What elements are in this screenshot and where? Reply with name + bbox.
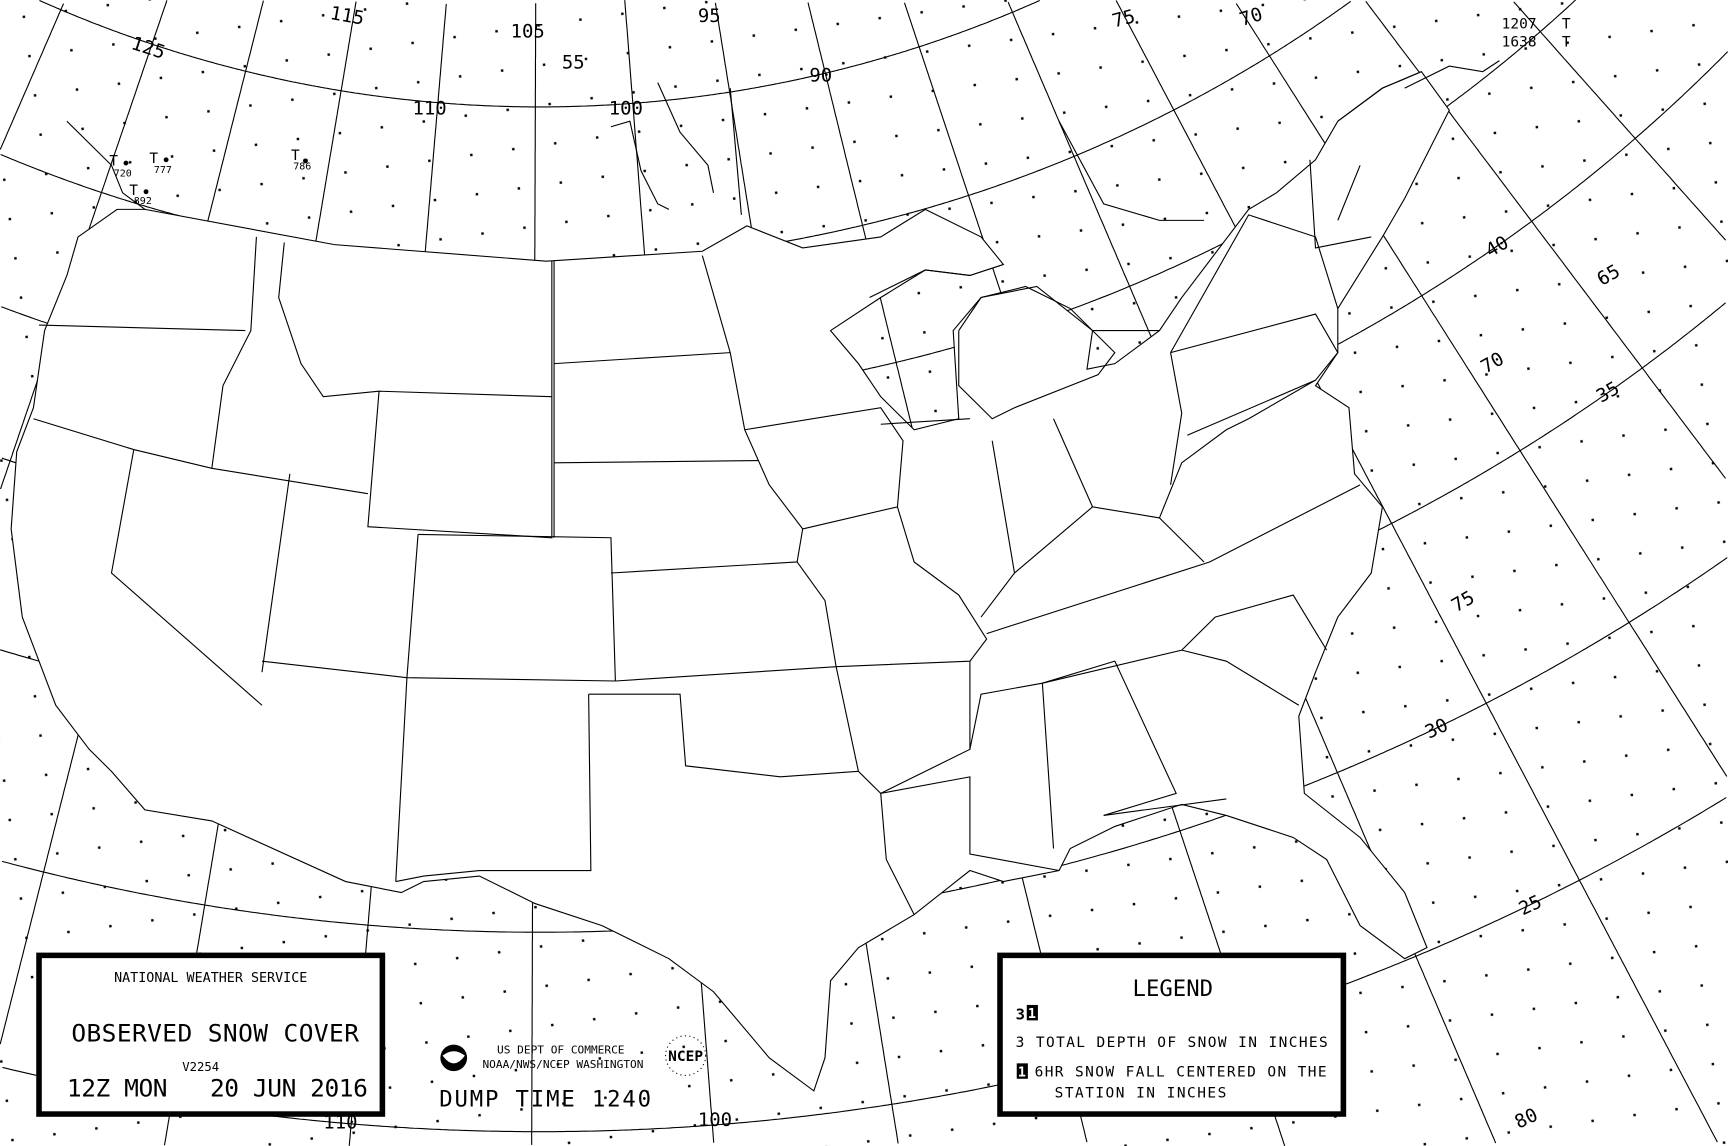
station-reports: T 720 T 777 T 892 T 786 1207 T 1638 T	[109, 17, 1571, 207]
meridian-label: 110	[412, 99, 446, 120]
corner-report-id: 1638	[1502, 34, 1537, 50]
corner-report-id: 1207	[1502, 17, 1537, 33]
svg-text:720: 720	[114, 168, 132, 179]
meridian-label: 100	[609, 99, 643, 120]
dept-commerce: US DEPT OF COMMERCE	[497, 1043, 624, 1056]
parallel-label: 55	[562, 52, 585, 73]
state-boundaries	[33, 71, 1422, 915]
meridian-line	[0, 3, 65, 150]
legend-sample-fall: 1	[1028, 1007, 1036, 1022]
station-marker: T 777	[149, 151, 172, 176]
noaa-logo	[440, 1044, 468, 1072]
meridian-label: 90	[809, 66, 832, 87]
canada-coastline	[66, 60, 1500, 221]
legend-fall-desc-2: STATION IN INCHES	[1055, 1086, 1227, 1102]
version-label: V2254	[182, 1060, 219, 1074]
svg-text:777: 777	[154, 165, 172, 176]
valid-time: 12Z MON 20 JUN 2016	[67, 1074, 368, 1103]
meridian-label: 110	[323, 1112, 357, 1133]
us-land-outline	[10, 70, 1450, 1092]
agency-name: NATIONAL WEATHER SERVICE	[114, 971, 307, 986]
ncep-logo: NCEP	[668, 1049, 703, 1065]
legend-title: LEGEND	[1133, 976, 1214, 1002]
meridian-label: 105	[511, 22, 545, 43]
svg-text:T: T	[109, 153, 118, 169]
meridian-line	[1115, 0, 1718, 1143]
station-marker: T 786	[291, 148, 311, 173]
corner-report-symbol: T	[1562, 34, 1571, 50]
legend-fall-desc-1: 6HR SNOW FALL CENTERED ON THE	[1035, 1065, 1327, 1081]
svg-text:786: 786	[293, 162, 311, 173]
meridian-label: 95	[698, 6, 721, 27]
meridian-label: 100	[698, 1110, 732, 1131]
legend-box: LEGEND 3 1 3 TOTAL DEPTH OF SNOW IN INCH…	[997, 952, 1347, 1117]
svg-text:892: 892	[134, 196, 152, 207]
credits: US DEPT OF COMMERCE NOAA/NWS/NCEP WASHIN…	[439, 1035, 707, 1112]
corner-report-symbol: T	[1562, 17, 1571, 33]
svg-text:T: T	[291, 148, 300, 164]
station-marker: T 720	[109, 153, 132, 179]
svg-text:T: T	[129, 183, 138, 199]
dump-time: DUMP TIME 1240	[439, 1086, 651, 1112]
map-title: OBSERVED SNOW COVER	[71, 1018, 359, 1047]
station-marker: T 892	[129, 183, 152, 207]
title-box: NATIONAL WEATHER SERVICE OBSERVED SNOW C…	[36, 952, 386, 1117]
legend-depth-desc: 3 TOTAL DEPTH OF SNOW IN INCHES	[1016, 1035, 1328, 1051]
parallel-line	[2, 797, 1727, 1133]
parallel-line	[39, 0, 1040, 108]
meridian-line	[1513, 1, 1727, 241]
meridian-line	[1235, 3, 1728, 777]
svg-text:T: T	[149, 151, 158, 167]
legend-fall-icon: 1	[1018, 1066, 1026, 1081]
legend-sample-depth: 3	[1016, 1005, 1025, 1023]
noaa-nws-ncep: NOAA/NWS/NCEP WASHINGTON	[482, 1058, 643, 1071]
